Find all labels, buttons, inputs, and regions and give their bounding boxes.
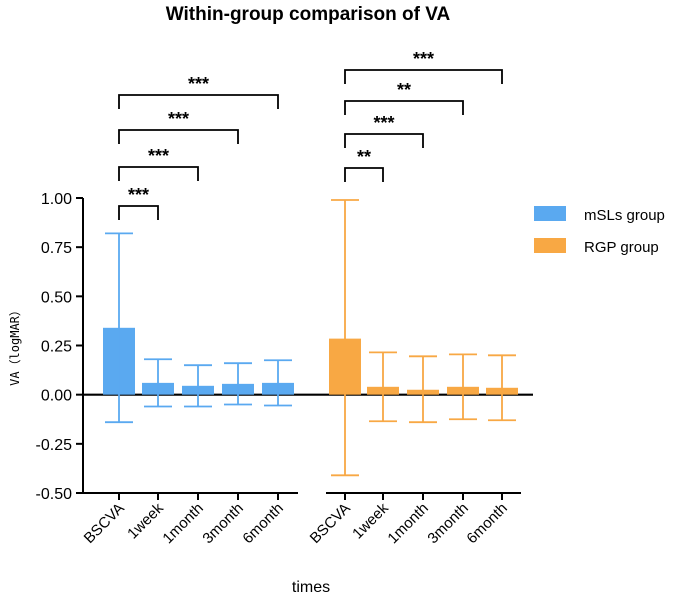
y-tick-label: 0.25 [41, 339, 72, 356]
legend-swatch-rgp [534, 238, 566, 253]
y-tick-label: 0.75 [41, 240, 72, 257]
significance-layer: ********************** [118, 49, 503, 220]
x-tick-label: 3month [199, 500, 246, 547]
x-tick-label: BSCVA [81, 500, 128, 547]
y-tick-label: -0.25 [36, 437, 73, 454]
significance-label: *** [148, 146, 169, 166]
chart-title: Within-group comparison of VA [166, 4, 451, 25]
significance-bracket [118, 205, 159, 220]
y-tick-label: 0.50 [41, 289, 72, 306]
x-tick-label: BSCVA [307, 500, 354, 547]
x-tick-label: 6month [239, 500, 286, 547]
x-tick-label: 1month [384, 500, 431, 547]
significance-bracket [344, 133, 424, 148]
significance-label: *** [373, 113, 394, 133]
y-tick-label: 0.00 [41, 388, 72, 405]
significance-label: *** [413, 49, 434, 69]
significance-bracket [344, 100, 464, 115]
x-tick-label: 6month [463, 500, 510, 547]
y-tick-label: -0.50 [36, 486, 73, 503]
significance-label: *** [128, 185, 149, 205]
significance-label: *** [168, 109, 189, 129]
significance-bracket [344, 69, 503, 84]
y-tick-label: 1.00 [41, 191, 72, 208]
significance-label: ** [397, 80, 411, 100]
significance-bracket [118, 129, 239, 144]
x-tick-label: 3month [424, 500, 471, 547]
legend-swatch-msls [534, 206, 566, 221]
significance-label: ** [357, 147, 371, 167]
significance-bracket [118, 166, 199, 181]
legend-label-rgp: RGP group [584, 239, 659, 256]
y-axis-label: VA（logMAR） [8, 304, 22, 386]
significance-bracket [118, 94, 279, 109]
x-tick-label: 1month [159, 500, 206, 547]
legend-label-msls: mSLs group [584, 207, 665, 224]
significance-label: *** [188, 74, 209, 94]
significance-bracket [344, 167, 384, 182]
bars-layer [103, 199, 518, 477]
x-axis-label: times [292, 579, 330, 596]
legend: mSLs group RGP group [534, 206, 665, 256]
